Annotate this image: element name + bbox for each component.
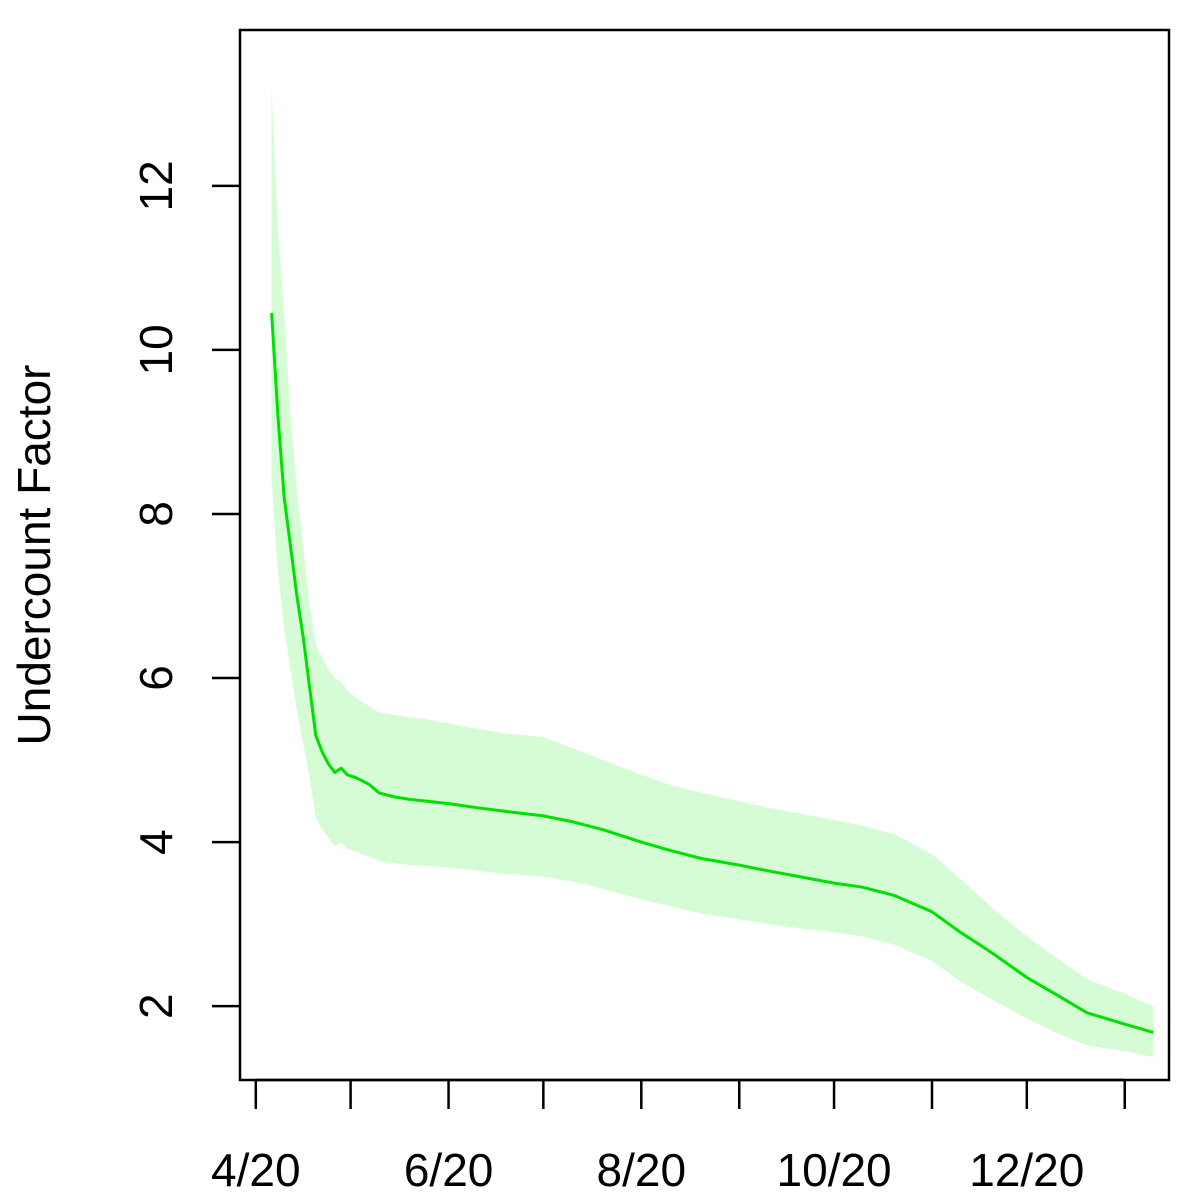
y-tick-label: 12 [130,160,182,211]
plot-frame [238,28,1171,1082]
y-tick-label: 2 [130,993,182,1019]
confidence-band [271,87,1154,1057]
x-tick-label: 8/20 [597,1144,687,1196]
plot-area [270,87,1154,1057]
y-tick-label: 4 [130,829,182,855]
x-tick-label: 6/20 [404,1144,494,1196]
x-tick-label: 4/20 [211,1144,301,1196]
y-axis: 2 4 6 8 10 12 [130,160,240,1019]
x-tick-label: 12/20 [969,1144,1084,1196]
series-line [270,312,1154,1034]
x-tick-label: 10/20 [777,1144,892,1196]
y-tick-label: 6 [130,665,182,691]
y-axis-title: Undercount Factor [8,365,60,746]
x-axis: 4/20 6/20 8/20 10/20 12/20 [211,1078,1127,1196]
y-tick-label: 10 [130,324,182,375]
y-tick-label: 8 [130,501,182,527]
